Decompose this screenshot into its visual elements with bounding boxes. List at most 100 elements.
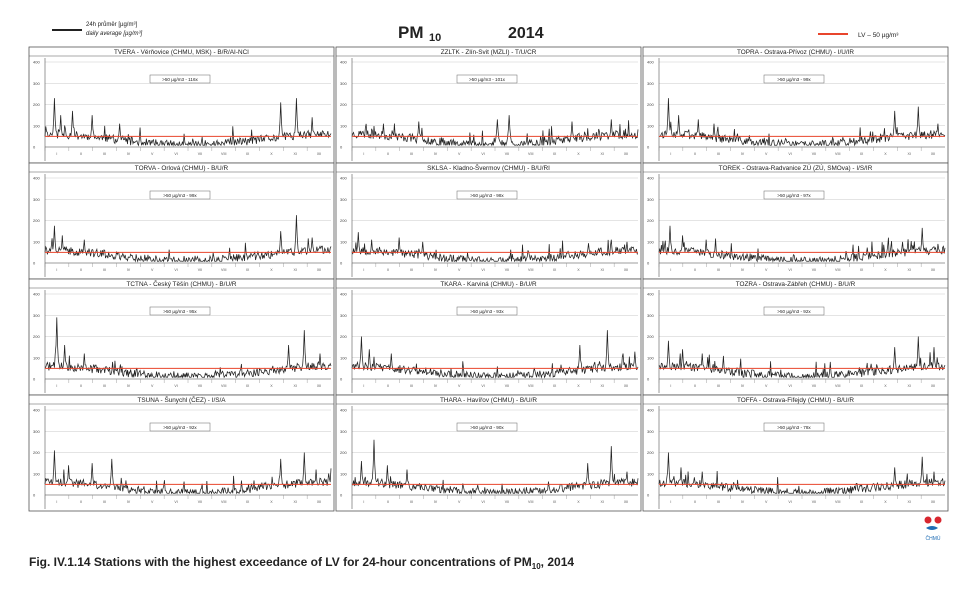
x-tick-label: VI [174,384,177,388]
x-tick-label: IX [246,500,250,504]
x-tick-label: VII [198,268,202,272]
x-tick-label: XII [931,152,935,156]
y-tick-label: 100 [647,239,654,244]
chmi-logo: ČHMÚ [924,516,942,542]
x-tick-label: X [884,384,887,388]
panel-title: TKARA - Karviná (CHMU) - B/U/R [440,281,537,288]
x-tick-label: VII [505,268,509,272]
x-tick-label: X [577,268,580,272]
legend-lv: LV – 50 µg/m³ [818,32,899,39]
x-tick-label: XI [601,268,604,272]
y-tick-label: 100 [33,239,40,244]
x-tick-label: V [765,384,768,388]
x-tick-label: X [270,384,273,388]
logo-dot-left [924,516,932,524]
exceedance-label: >50 µg/m3 - 99x [777,77,811,82]
x-tick-label: II [694,152,696,156]
x-tick-label: III [410,152,413,156]
y-tick-label: 400 [33,292,40,297]
x-tick-label: I [56,152,57,156]
x-tick-label: VI [788,268,791,272]
x-tick-label: II [80,384,82,388]
x-tick-label: VII [812,268,816,272]
y-tick-label: 200 [647,450,654,455]
x-tick-label: III [103,268,106,272]
x-tick-label: VIII [835,500,840,504]
x-tick-label: VII [812,384,816,388]
legend-series-label-en: daily average [µg/m³] [86,31,142,37]
x-tick-label: VIII [835,152,840,156]
panel: TOPRA - Ostrava-Přívoz (CHMU) - I/U/IR 40… [642,46,949,164]
x-tick-label: VII [812,152,816,156]
x-tick-label: V [765,152,768,156]
y-tick-label: 100 [340,239,347,244]
x-tick-label: I [670,384,671,388]
x-tick-label: XI [294,268,297,272]
y-tick-label: 400 [340,60,347,65]
logo-wave [926,526,938,530]
y-tick-label: 400 [647,176,654,181]
panel: TKARA - Karviná (CHMU) - B/U/R 400 300 200 1… [335,278,642,396]
panel-title: TVERA - Věrňovice (CHMU, MSK) - B/R/AI-N… [114,49,249,56]
x-tick-label: III [717,152,720,156]
x-tick-label: XII [931,268,935,272]
y-tick-label: 0 [647,377,650,382]
x-tick-label: II [694,500,696,504]
x-tick-label: IX [553,500,557,504]
x-tick-label: II [694,384,696,388]
y-tick-label: 200 [647,102,654,107]
x-tick-label: VI [174,500,177,504]
y-tick-label: 200 [33,450,40,455]
x-tick-label: IV [434,152,438,156]
x-tick-label: IX [860,268,864,272]
y-tick-label: 400 [647,408,654,413]
x-tick-label: VIII [528,384,533,388]
x-tick-label: I [363,384,364,388]
x-tick-label: VIII [221,500,226,504]
x-tick-label: V [765,268,768,272]
y-tick-label: 100 [647,355,654,360]
caption-text: Fig. IV.1.14 Stations with the highest e… [29,555,532,569]
x-tick-label: II [387,500,389,504]
panel-frame [28,162,335,280]
x-tick-label: IV [741,384,745,388]
x-tick-label: IV [741,152,745,156]
panel-frame [335,46,642,164]
y-tick-label: 400 [340,176,347,181]
panel-title: TORVA - Orlová (CHMU) - B/U/R [135,165,229,172]
y-tick-label: 300 [340,197,347,202]
x-tick-label: IX [860,152,864,156]
x-tick-label: II [694,268,696,272]
legend-series-label-cz: 24h průměr [µg/m³] [86,21,137,28]
panel-frame [335,394,642,512]
exceedance-label: >50 µg/m3 - 116x [162,77,198,82]
x-tick-label: VI [481,268,484,272]
x-tick-label: III [717,268,720,272]
series-line [44,317,332,379]
x-tick-label: XI [908,152,911,156]
x-tick-label: V [151,268,154,272]
y-tick-label: 0 [340,145,343,150]
x-tick-label: V [458,500,461,504]
y-tick-label: 200 [33,102,40,107]
x-tick-label: XII [624,268,628,272]
y-tick-label: 200 [340,102,347,107]
x-tick-label: V [151,152,154,156]
y-tick-label: 200 [340,450,347,455]
x-tick-label: XII [624,384,628,388]
x-tick-label: III [410,384,413,388]
x-tick-label: II [387,268,389,272]
x-tick-label: VIII [528,268,533,272]
y-tick-label: 400 [33,60,40,65]
x-tick-label: IV [741,500,745,504]
y-tick-label: 100 [33,471,40,476]
y-tick-label: 200 [647,218,654,223]
x-tick-label: VII [505,500,509,504]
x-tick-label: III [103,500,106,504]
x-tick-label: XI [601,500,604,504]
exceedance-box [149,74,211,84]
exceedance-box [456,190,518,200]
exceedance-box [456,422,518,432]
x-tick-label: VIII [835,384,840,388]
logo-dot-right [934,516,942,524]
